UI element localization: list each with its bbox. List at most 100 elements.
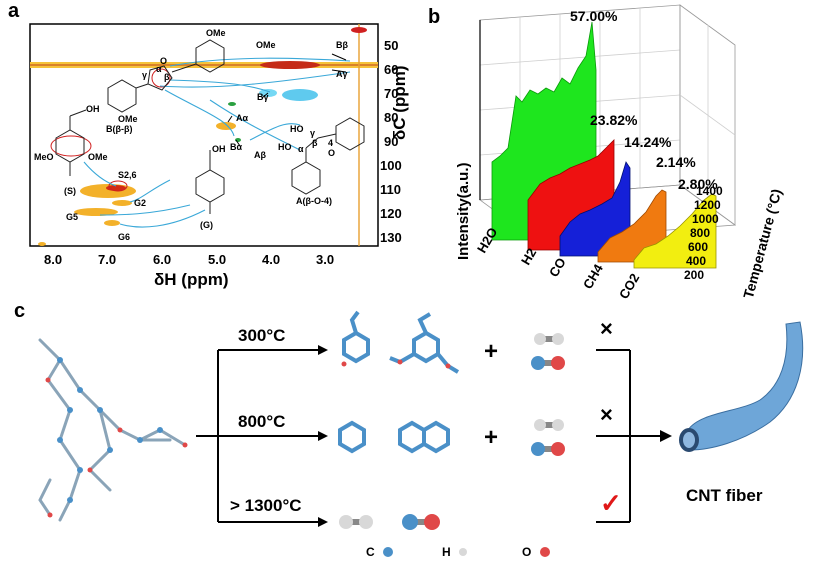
convergence-lines [596,349,660,523]
naphthalene-ring-1 [398,420,426,454]
converge-arrowhead [660,430,672,442]
co-c-300 [531,356,545,370]
co-o-1300 [424,514,440,530]
series-ch4-area [597,189,667,263]
green-peak-1 [228,102,236,106]
alpha-label-b: α [156,64,162,74]
temp-tick-200: 200 [684,268,705,282]
arrowhead-300 [318,345,328,355]
cross-mark-800: × [600,402,613,427]
gamma-label-b: γ [142,70,148,80]
plus-800: + [484,424,499,451]
gas-molecules-1300 [339,514,440,530]
atom-o4 [182,442,188,448]
gamma-label-a: γ [310,128,316,138]
peak-label-b-alpha: Bα [230,142,243,152]
meo-label-s: MeO [34,152,54,162]
phenol-2-sidechain [417,312,432,334]
peak-label-b-beta: Bβ [336,40,348,50]
connector-g6 [119,209,206,228]
pct-label-co2: 2.80% [678,176,718,192]
ome-label-b-bottom: OMe [118,114,138,124]
connector-g5 [99,204,191,216]
p300-o3 [445,363,451,369]
methoxy-band-core [30,64,378,66]
h2-atom-1300-b [359,515,373,529]
grid-h-1 [479,49,681,66]
structure-label-a: A(β-O-4) [296,196,332,206]
y-tick-110: 110 [380,182,401,197]
structure-label-g: (G) [200,220,213,230]
noise-peak [38,242,46,246]
cyan-peak-1 [282,89,318,101]
atom-o2 [117,427,123,433]
legend-c-label: C [366,545,375,559]
co-o-300 [551,356,565,370]
b-aryl-ring-2 [107,79,137,113]
atom-c2 [77,387,83,393]
peak-label-ome: OMe [256,40,276,50]
series-co-area [559,161,631,257]
peak-label-g6: G6 [118,232,131,242]
phenol-ring-2 [412,330,440,364]
beta-highlight-circle [151,68,171,88]
connector-b-alpha [164,89,235,137]
pct-label-co: 14.24% [624,134,672,150]
a-bond-2 [305,137,319,149]
atom-c9 [157,427,163,433]
structure-b-beta-beta [107,39,225,113]
x-tick-7: 7.0 [98,252,117,267]
s-ring-highlight [50,135,92,157]
b-bond-1 [171,63,197,73]
oh-label-g: OH [212,144,226,154]
atom-c7 [57,437,63,443]
panel-letter-c: c [14,300,26,322]
methoxy-peak [260,61,320,69]
x-tick-5: 5.0 [208,252,227,267]
gas-evolution-3d-chart [478,4,737,269]
b-bond-2 [135,83,149,89]
cnt-body [687,321,804,451]
p300-o2 [397,359,403,365]
connector-b-beta [169,57,351,67]
beta-label-a: β [312,138,318,148]
structure-s [55,109,87,176]
nmr-hsqc-spectrum [29,23,379,247]
peak-label-g2: G2 [134,198,147,208]
s26-highlight [108,180,128,192]
connector-a-beta [209,99,301,151]
arrowhead-1300 [318,517,328,527]
oh-label-s: OH [86,104,100,114]
assignment-connectors [83,57,351,228]
pct-label-h2o: 57.00% [570,8,618,24]
lignin-chain-5 [138,428,187,447]
y-axis-label: δC (ppm) [390,65,409,140]
plus-300: + [484,338,499,365]
lignin-oxygen-atoms [45,377,188,518]
cnt-fiber-label: CNT fiber [686,486,763,505]
temp-1300: > 1300°C [230,496,302,515]
y-tick-130: 130 [380,230,402,245]
peak-label-a-alpha: Aα [236,113,249,123]
s-bond-2 [69,109,87,117]
connector-b-gamma [169,79,271,93]
atom-c5 [107,447,113,453]
co-c-1300 [402,514,418,530]
aa-peak [216,122,236,130]
arrow-a-alpha [227,115,233,123]
p300-o1 [341,361,347,367]
arrowhead-800 [318,431,328,441]
b-furan-ring [147,65,173,91]
position-4-label: 4 [328,138,334,148]
panel-letter-b: b [428,6,441,28]
atom-c3 [97,407,103,413]
products-300-oxygens [341,359,451,369]
atom-o1 [45,377,51,383]
atom-c1 [57,357,63,363]
pct-label-ch4: 2.14% [656,154,696,170]
benzene-ring [338,420,366,454]
h2-atom-800-b [552,419,564,431]
temp-tick-1400: 1400 [696,184,723,198]
connector-s26 [83,161,117,187]
structure-g [195,150,225,214]
